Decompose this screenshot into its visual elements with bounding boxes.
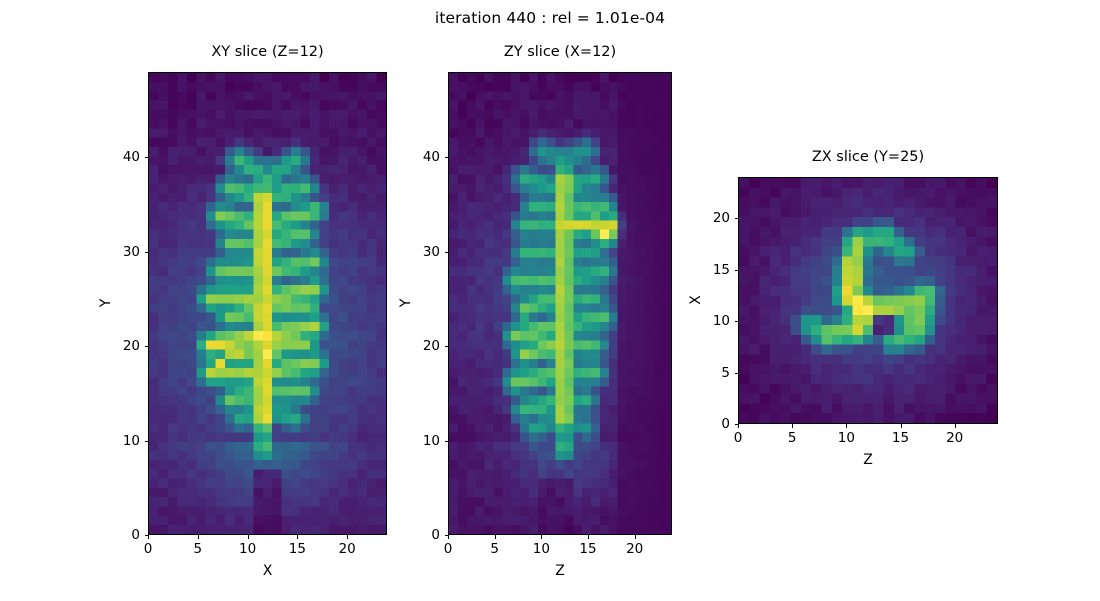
- xtick-label: 20: [338, 541, 356, 557]
- ytick-mark: [144, 251, 148, 253]
- heatmap-image-xy-slice: [149, 73, 386, 534]
- ytick-label: 0: [131, 527, 140, 543]
- xtick-label: 10: [238, 541, 257, 557]
- heatmap-axes-zy-slice[interactable]: [448, 72, 672, 535]
- panel-zx-slice: ZX slice (Y=25) 0 5 10 15 20 0 5 10 15 20 Z X: [658, 143, 1078, 490]
- xtick-label: 0: [143, 541, 153, 557]
- ytick-mark: [144, 535, 148, 536]
- panel-zy-slice: ZY slice (X=12) 0 5 10 15 20 0 10 20 30 40 Z Y: [368, 38, 752, 601]
- heatmap-image-zx-slice: [739, 178, 997, 423]
- heatmap-axes-xy-slice[interactable]: [148, 72, 387, 535]
- xaxis-label-xy-slice: X: [262, 563, 273, 579]
- xtick-mark: [954, 424, 956, 428]
- ytick-label: 0: [721, 416, 730, 432]
- ytick-label: 20: [122, 338, 140, 355]
- yaxis-label-zy-slice: Y: [398, 298, 414, 307]
- ytick-label: 20: [422, 338, 440, 355]
- ytick-mark: [734, 218, 738, 220]
- xtick-label: 20: [626, 541, 644, 557]
- xtick-mark: [148, 535, 149, 539]
- ytick-mark: [444, 157, 448, 159]
- xaxis-label-zy-slice: Z: [555, 563, 565, 579]
- panel-title-zy-slice: ZY slice (X=12): [503, 44, 617, 60]
- ytick-label: 30: [122, 243, 140, 260]
- xtick-mark: [448, 535, 449, 539]
- xtick-mark: [247, 535, 249, 539]
- ytick-label: 20: [712, 210, 730, 227]
- xtick-label: 10: [532, 541, 550, 557]
- ytick-mark: [444, 440, 448, 442]
- xtick-label: 0: [443, 541, 453, 557]
- ytick-label: 10: [122, 432, 140, 449]
- xtick-label: 15: [288, 541, 306, 557]
- xtick-mark: [588, 535, 589, 539]
- xtick-mark: [900, 424, 902, 428]
- ytick-label: 40: [422, 149, 440, 166]
- ytick-mark: [734, 269, 738, 271]
- xtick-mark: [347, 535, 349, 539]
- panel-title-zx-slice: ZX slice (Y=25): [811, 149, 925, 165]
- ytick-mark: [734, 321, 738, 323]
- ytick-mark: [144, 440, 148, 442]
- ytick-label: 10: [712, 313, 730, 330]
- xtick-label: 5: [490, 541, 499, 557]
- xtick-mark: [197, 535, 199, 539]
- xtick-mark: [846, 424, 848, 428]
- ytick-label: 0: [431, 527, 440, 543]
- xtick-mark: [738, 424, 739, 428]
- ytick-mark: [444, 535, 448, 536]
- ytick-mark: [734, 424, 738, 425]
- xtick-label: 5: [193, 541, 203, 557]
- heatmap-image-zy-slice: [449, 73, 671, 534]
- panel-xy-slice: XY slice (Z=12) 0 5 10 15 20 0 10 20 30 40 X Y: [68, 38, 467, 601]
- ytick-label: 10: [422, 432, 440, 449]
- xtick-label: 15: [891, 430, 910, 446]
- panel-title-xy-slice: XY slice (Z=12): [211, 44, 324, 60]
- xaxis-label-zx-slice: Z: [863, 452, 873, 468]
- ytick-mark: [144, 346, 148, 348]
- ytick-label: 15: [712, 261, 730, 278]
- figure-suptitle: iteration 440 : rel = 1.01e-04: [434, 9, 666, 27]
- ytick-mark: [444, 346, 448, 348]
- ytick-label: 30: [422, 243, 440, 260]
- heatmap-axes-zx-slice[interactable]: [738, 177, 998, 424]
- xtick-mark: [541, 535, 543, 539]
- ytick-mark: [444, 251, 448, 253]
- ytick-mark: [734, 372, 738, 374]
- xtick-mark: [297, 535, 299, 539]
- ytick-label: 5: [721, 364, 730, 381]
- ytick-mark: [144, 157, 148, 159]
- xtick-label: 15: [579, 541, 597, 557]
- yaxis-label-xy-slice: Y: [98, 298, 114, 307]
- xtick-mark: [494, 535, 496, 539]
- xtick-mark: [634, 535, 636, 539]
- xtick-label: 0: [733, 430, 743, 446]
- yaxis-label-zx-slice: X: [688, 294, 704, 305]
- xtick-label: 5: [787, 430, 797, 446]
- ytick-label: 40: [122, 149, 140, 166]
- xtick-label: 20: [946, 430, 964, 446]
- xtick-mark: [792, 424, 794, 428]
- xtick-label: 10: [837, 430, 855, 446]
